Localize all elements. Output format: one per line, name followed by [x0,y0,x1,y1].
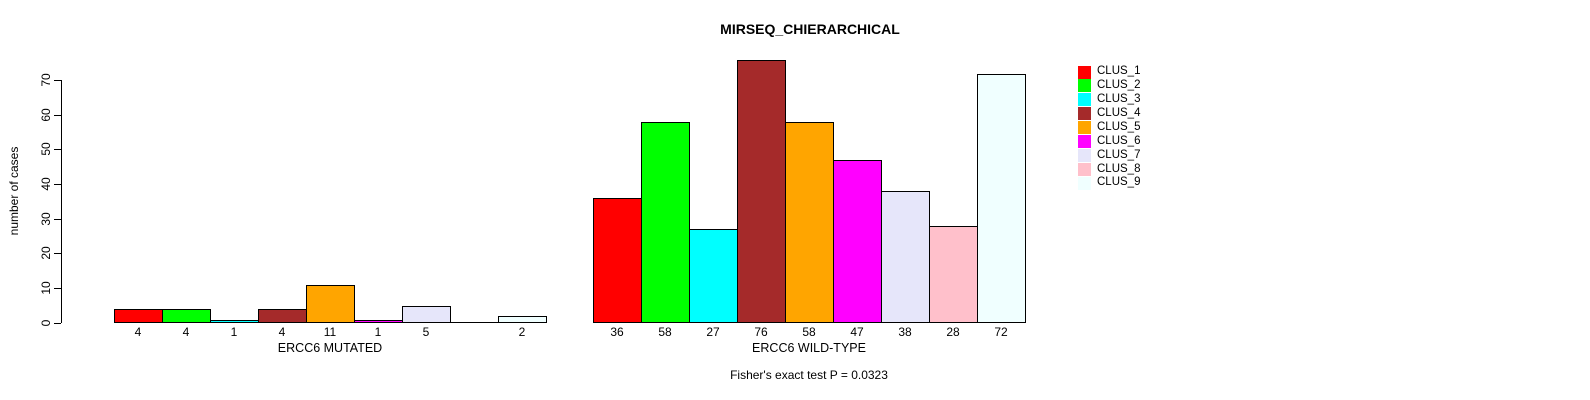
bar-clus_8-group2 [929,226,978,323]
bar-value-label: 47 [850,325,864,339]
bar-value-label: 27 [706,325,720,339]
bar-value-label: 72 [994,325,1008,339]
bar-value-label: 11 [323,325,337,339]
legend-label: CLUS_6 [1097,134,1141,147]
bar-value-label: 38 [898,325,912,339]
legend-label: CLUS_8 [1097,162,1141,175]
y-tick [54,218,61,220]
bar-clus_4-group1 [258,309,307,323]
legend-swatch [1078,79,1091,93]
bar-clus_8-group1 [450,322,499,323]
y-tick-label: 50 [39,142,53,156]
legend-item-clus_6: CLUS_6 [1078,135,1140,149]
bar-clus_4-group2 [737,60,786,323]
legend-label: CLUS_9 [1097,176,1141,189]
legend-swatch [1078,176,1091,190]
bar-clus_1-group2 [593,198,642,323]
legend-item-clus_8: CLUS_8 [1078,162,1140,176]
y-axis-line [61,80,62,323]
bar-value-label: 58 [802,325,816,339]
y-tick-label: 10 [39,281,53,295]
legend-label: CLUS_3 [1097,93,1141,106]
legend-item-clus_3: CLUS_3 [1078,93,1140,107]
bar-value-label: 5 [422,325,430,339]
legend-swatch [1078,107,1091,121]
legend-swatch [1078,93,1091,107]
y-tick [54,322,61,324]
bar-value-label: 76 [754,325,768,339]
y-tick [54,183,61,185]
bar-value-label: 1 [230,325,238,339]
bar-clus_7-group2 [881,191,930,323]
fisher-test-annotation: Fisher's exact test P = 0.0323 [730,368,888,382]
legend-label: CLUS_1 [1097,65,1141,78]
legend-swatch [1078,135,1091,148]
legend-item-clus_5: CLUS_5 [1078,121,1140,135]
y-tick [54,149,61,151]
legend-label: CLUS_5 [1097,120,1141,133]
legend-item-clus_4: CLUS_4 [1078,107,1140,121]
bar-clus_6-group1 [354,320,403,323]
bar-clus_5-group1 [306,285,355,323]
bar-clus_3-group2 [689,229,738,323]
bar-clus_3-group1 [210,320,259,323]
bar-clus_1-group1 [114,309,163,323]
bar-value-label: 4 [134,325,142,339]
y-tick [54,80,61,81]
legend-swatch [1078,121,1091,135]
legend-item-clus_7: CLUS_7 [1078,148,1140,162]
y-tick [54,253,61,255]
bar-value-label: 58 [658,325,672,339]
bar-clus_5-group2 [785,122,834,323]
bar-clus_2-group1 [162,309,211,323]
bar-clus_2-group2 [641,122,690,323]
legend-swatch [1078,65,1091,79]
y-tick-label: 30 [39,211,53,226]
y-tick-label: 40 [39,177,53,191]
y-tick [54,114,61,116]
bar-clus_7-group1 [402,306,451,323]
bar-value-label: 28 [946,325,960,339]
y-tick-label: 20 [39,246,53,260]
bar-clus_6-group2 [833,160,882,323]
legend-item-clus_9: CLUS_9 [1078,176,1140,190]
bar-value-label: 36 [610,325,624,339]
x-axis-group-label: ERCC6 WILD-TYPE [752,341,866,355]
y-tick [54,287,61,289]
legend-label: CLUS_2 [1097,79,1141,92]
y-tick-label: 0 [39,319,53,326]
bar-value-label: 2 [518,325,526,339]
bar-clus_9-group1 [498,316,547,323]
legend-item-clus_1: CLUS_1 [1078,65,1140,79]
bar-clus_9-group2 [977,74,1026,323]
legend-label: CLUS_7 [1097,148,1141,161]
legend-item-clus_2: CLUS_2 [1078,79,1140,93]
y-tick-label: 60 [39,107,53,122]
legend-swatch [1078,162,1091,176]
bar-value-label: 4 [278,325,286,339]
y-tick-label: 70 [39,73,53,87]
x-axis-group-label: ERCC6 MUTATED [277,341,383,355]
bar-value-label: 4 [182,325,190,339]
chart-title: MIRSEQ_CHIERARCHICAL [720,21,900,37]
legend-label: CLUS_4 [1097,106,1141,119]
legend-swatch [1078,148,1091,162]
bar-value-label: 1 [374,325,382,339]
y-axis-title: number of cases [7,146,21,236]
